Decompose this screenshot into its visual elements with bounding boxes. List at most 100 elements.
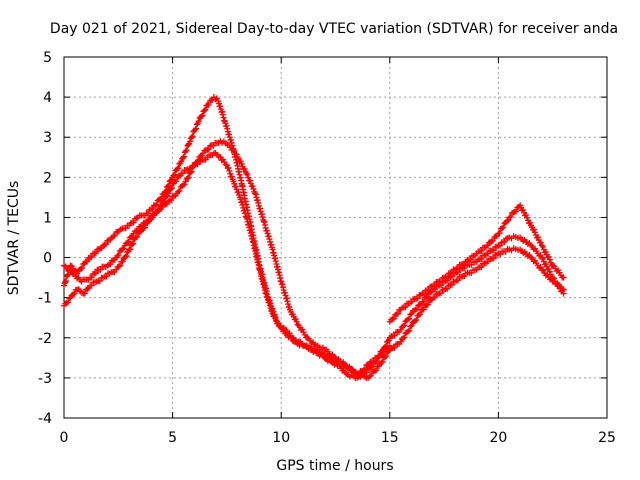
y-tick-label: -3 — [38, 371, 52, 387]
data-point — [539, 243, 546, 250]
data-point — [413, 316, 420, 323]
data-point — [246, 177, 253, 184]
data-point — [542, 260, 549, 267]
data-point — [179, 170, 186, 177]
data-point — [122, 253, 129, 260]
data-point — [232, 183, 239, 190]
data-point — [478, 248, 485, 255]
data-point — [407, 323, 414, 330]
data-series-arc-2 — [61, 138, 393, 382]
data-point — [115, 263, 122, 270]
data-point — [174, 165, 181, 172]
data-point — [233, 151, 240, 158]
data-point — [193, 121, 200, 128]
data-point — [560, 274, 567, 281]
data-point — [397, 338, 404, 345]
data-point — [437, 290, 444, 297]
data-point — [176, 187, 183, 194]
data-point — [175, 188, 182, 195]
data-point — [97, 266, 104, 273]
data-point — [199, 112, 206, 119]
x-tick-label: 25 — [598, 430, 616, 446]
data-point — [167, 177, 174, 184]
data-point — [141, 224, 148, 231]
data-point — [164, 183, 171, 190]
data-point — [220, 114, 227, 121]
data-point — [404, 316, 411, 323]
grid-lines — [64, 57, 607, 418]
data-point — [401, 334, 408, 341]
data-point — [507, 213, 514, 220]
data-point — [161, 198, 168, 205]
data-point — [125, 238, 132, 245]
data-point — [490, 255, 497, 262]
data-point — [444, 277, 451, 284]
axis-ticks — [63, 56, 608, 419]
data-point — [144, 210, 151, 217]
data-point — [379, 358, 386, 365]
y-axis-tick-labels: -4 -3 -2 -1 0 1 2 3 4 5 — [38, 50, 52, 427]
data-point — [496, 242, 503, 249]
data-point — [120, 245, 127, 252]
plot-frame — [63, 56, 608, 419]
data-point — [122, 225, 129, 232]
data-point — [64, 299, 71, 306]
data-point — [198, 113, 205, 120]
data-point — [180, 154, 187, 161]
data-point — [394, 310, 401, 317]
data-point — [217, 106, 224, 113]
data-point — [117, 262, 124, 269]
data-point — [542, 248, 549, 255]
data-point — [490, 247, 497, 254]
data-point — [546, 256, 553, 263]
data-point — [156, 206, 163, 213]
data-point — [103, 273, 110, 280]
data-point — [448, 273, 455, 280]
y-tick-label: 1 — [43, 210, 52, 226]
data-point — [192, 126, 199, 133]
data-point — [88, 254, 95, 261]
data-point — [128, 241, 135, 248]
data-point — [188, 165, 195, 172]
x-tick-label: 0 — [60, 430, 69, 446]
data-point — [408, 322, 415, 329]
data-point — [180, 182, 187, 189]
data-point — [158, 195, 165, 202]
data-point — [221, 117, 228, 124]
data-point — [524, 214, 531, 221]
data-point — [127, 246, 134, 253]
data-point — [88, 282, 95, 289]
data-point — [124, 239, 131, 246]
data-points — [61, 94, 567, 382]
data-point — [153, 201, 160, 208]
data-point — [186, 138, 193, 145]
data-point — [496, 230, 503, 237]
data-point — [367, 372, 374, 379]
data-point — [370, 358, 377, 365]
data-point — [376, 352, 383, 359]
data-point — [157, 195, 164, 202]
data-point — [383, 353, 390, 360]
data-point — [168, 185, 175, 192]
data-point — [71, 290, 78, 297]
data-point — [107, 261, 114, 268]
data-point — [444, 285, 451, 292]
data-point — [152, 202, 159, 209]
data-point — [400, 335, 407, 342]
data-point — [373, 367, 380, 374]
data-series-arc-6 — [386, 245, 567, 353]
data-point — [205, 101, 212, 108]
data-point — [407, 311, 414, 318]
data-point — [383, 343, 390, 350]
data-point — [188, 134, 195, 141]
data-point — [226, 167, 233, 174]
data-point — [391, 332, 398, 339]
data-point — [293, 318, 300, 325]
data-point — [154, 207, 161, 214]
data-point — [88, 274, 95, 281]
data-point — [181, 181, 188, 188]
data-point — [180, 153, 187, 160]
data-point — [225, 164, 232, 171]
data-point — [267, 305, 274, 312]
data-point — [545, 253, 552, 260]
